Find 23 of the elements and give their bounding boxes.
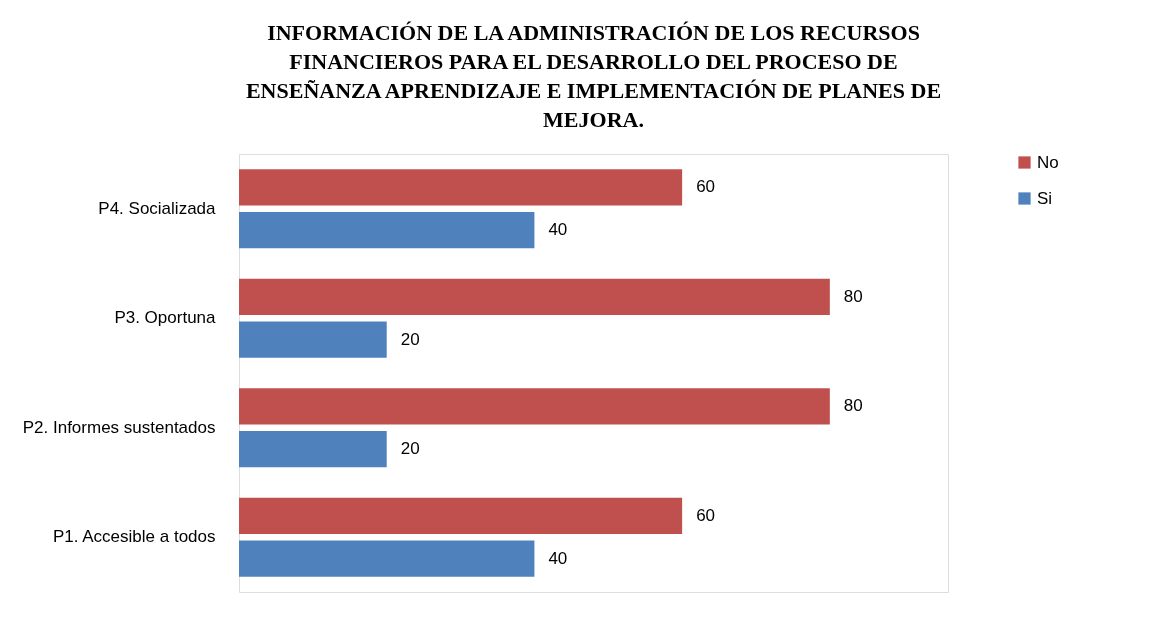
legend-label: No: [1037, 152, 1059, 172]
y-tick-label: P4. Socializada: [98, 198, 217, 218]
data-label: 20: [400, 329, 420, 349]
legend-label: Si: [1037, 188, 1053, 208]
data-label: 60: [696, 177, 716, 197]
bar: [239, 497, 683, 535]
bar: [239, 211, 535, 249]
y-tick-label: P1. Accesible a todos: [52, 527, 216, 547]
bar: [239, 169, 683, 206]
data-label: 80: [843, 286, 863, 306]
data-label: 40: [548, 220, 568, 240]
data-label: 80: [843, 396, 863, 416]
bar: [239, 278, 830, 316]
data-label: 20: [400, 439, 420, 459]
bar: [239, 540, 535, 577]
y-tick-label: P2. Informes sustentados: [22, 417, 216, 437]
y-tick-label: P3. Oportuna: [114, 308, 217, 328]
bar: [239, 430, 387, 468]
bar: [239, 388, 830, 425]
data-label: 40: [548, 548, 568, 568]
chart-title: INFORMACIÓN DE LA ADMINISTRACIÓN DE LOS RECURSOS FINANCIEROS PARA EL DESARROLLO DEL PROCESO DE ENSEÑANZA APRENDIZAJE E IMPLEMENTACIÓN DE PLANES DE MEJORA.: [245, 20, 942, 132]
data-label: 60: [696, 505, 716, 525]
bar: [239, 321, 387, 358]
